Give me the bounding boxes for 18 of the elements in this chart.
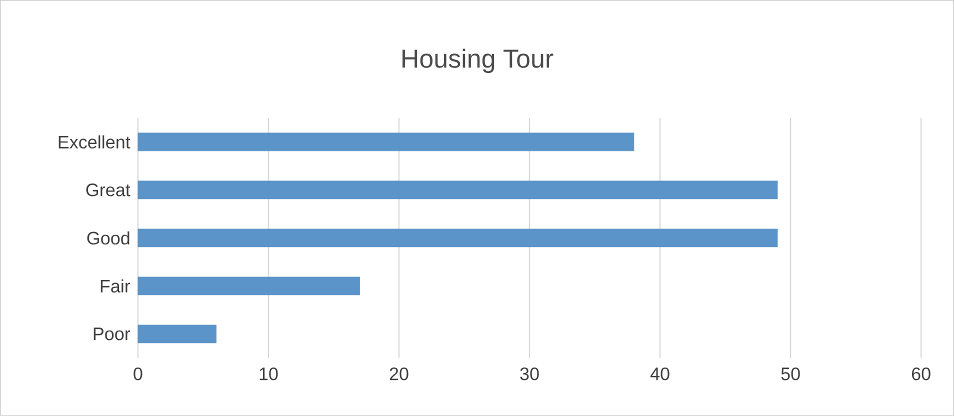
bar — [138, 132, 634, 152]
x-tick-label: 60 — [912, 368, 930, 380]
y-tick-label: Great — [86, 184, 130, 196]
bar — [138, 228, 778, 248]
x-tick-label: 30 — [520, 368, 539, 380]
x-tick-label: 0 — [134, 368, 142, 380]
x-tick-label: 20 — [390, 368, 408, 380]
y-tick-label: Excellent — [58, 135, 130, 149]
x-tick-label: 50 — [781, 368, 800, 380]
x-tick-label: 10 — [260, 368, 278, 380]
bar — [138, 276, 360, 296]
chart-title: Housing Tour — [402, 48, 554, 74]
bar — [138, 324, 216, 344]
bar — [138, 180, 778, 200]
y-tick-label: Poor — [94, 328, 130, 340]
x-tick-label: 40 — [650, 368, 670, 380]
y-tick-label: Good — [87, 231, 130, 245]
y-tick-label: Fair — [100, 279, 130, 293]
